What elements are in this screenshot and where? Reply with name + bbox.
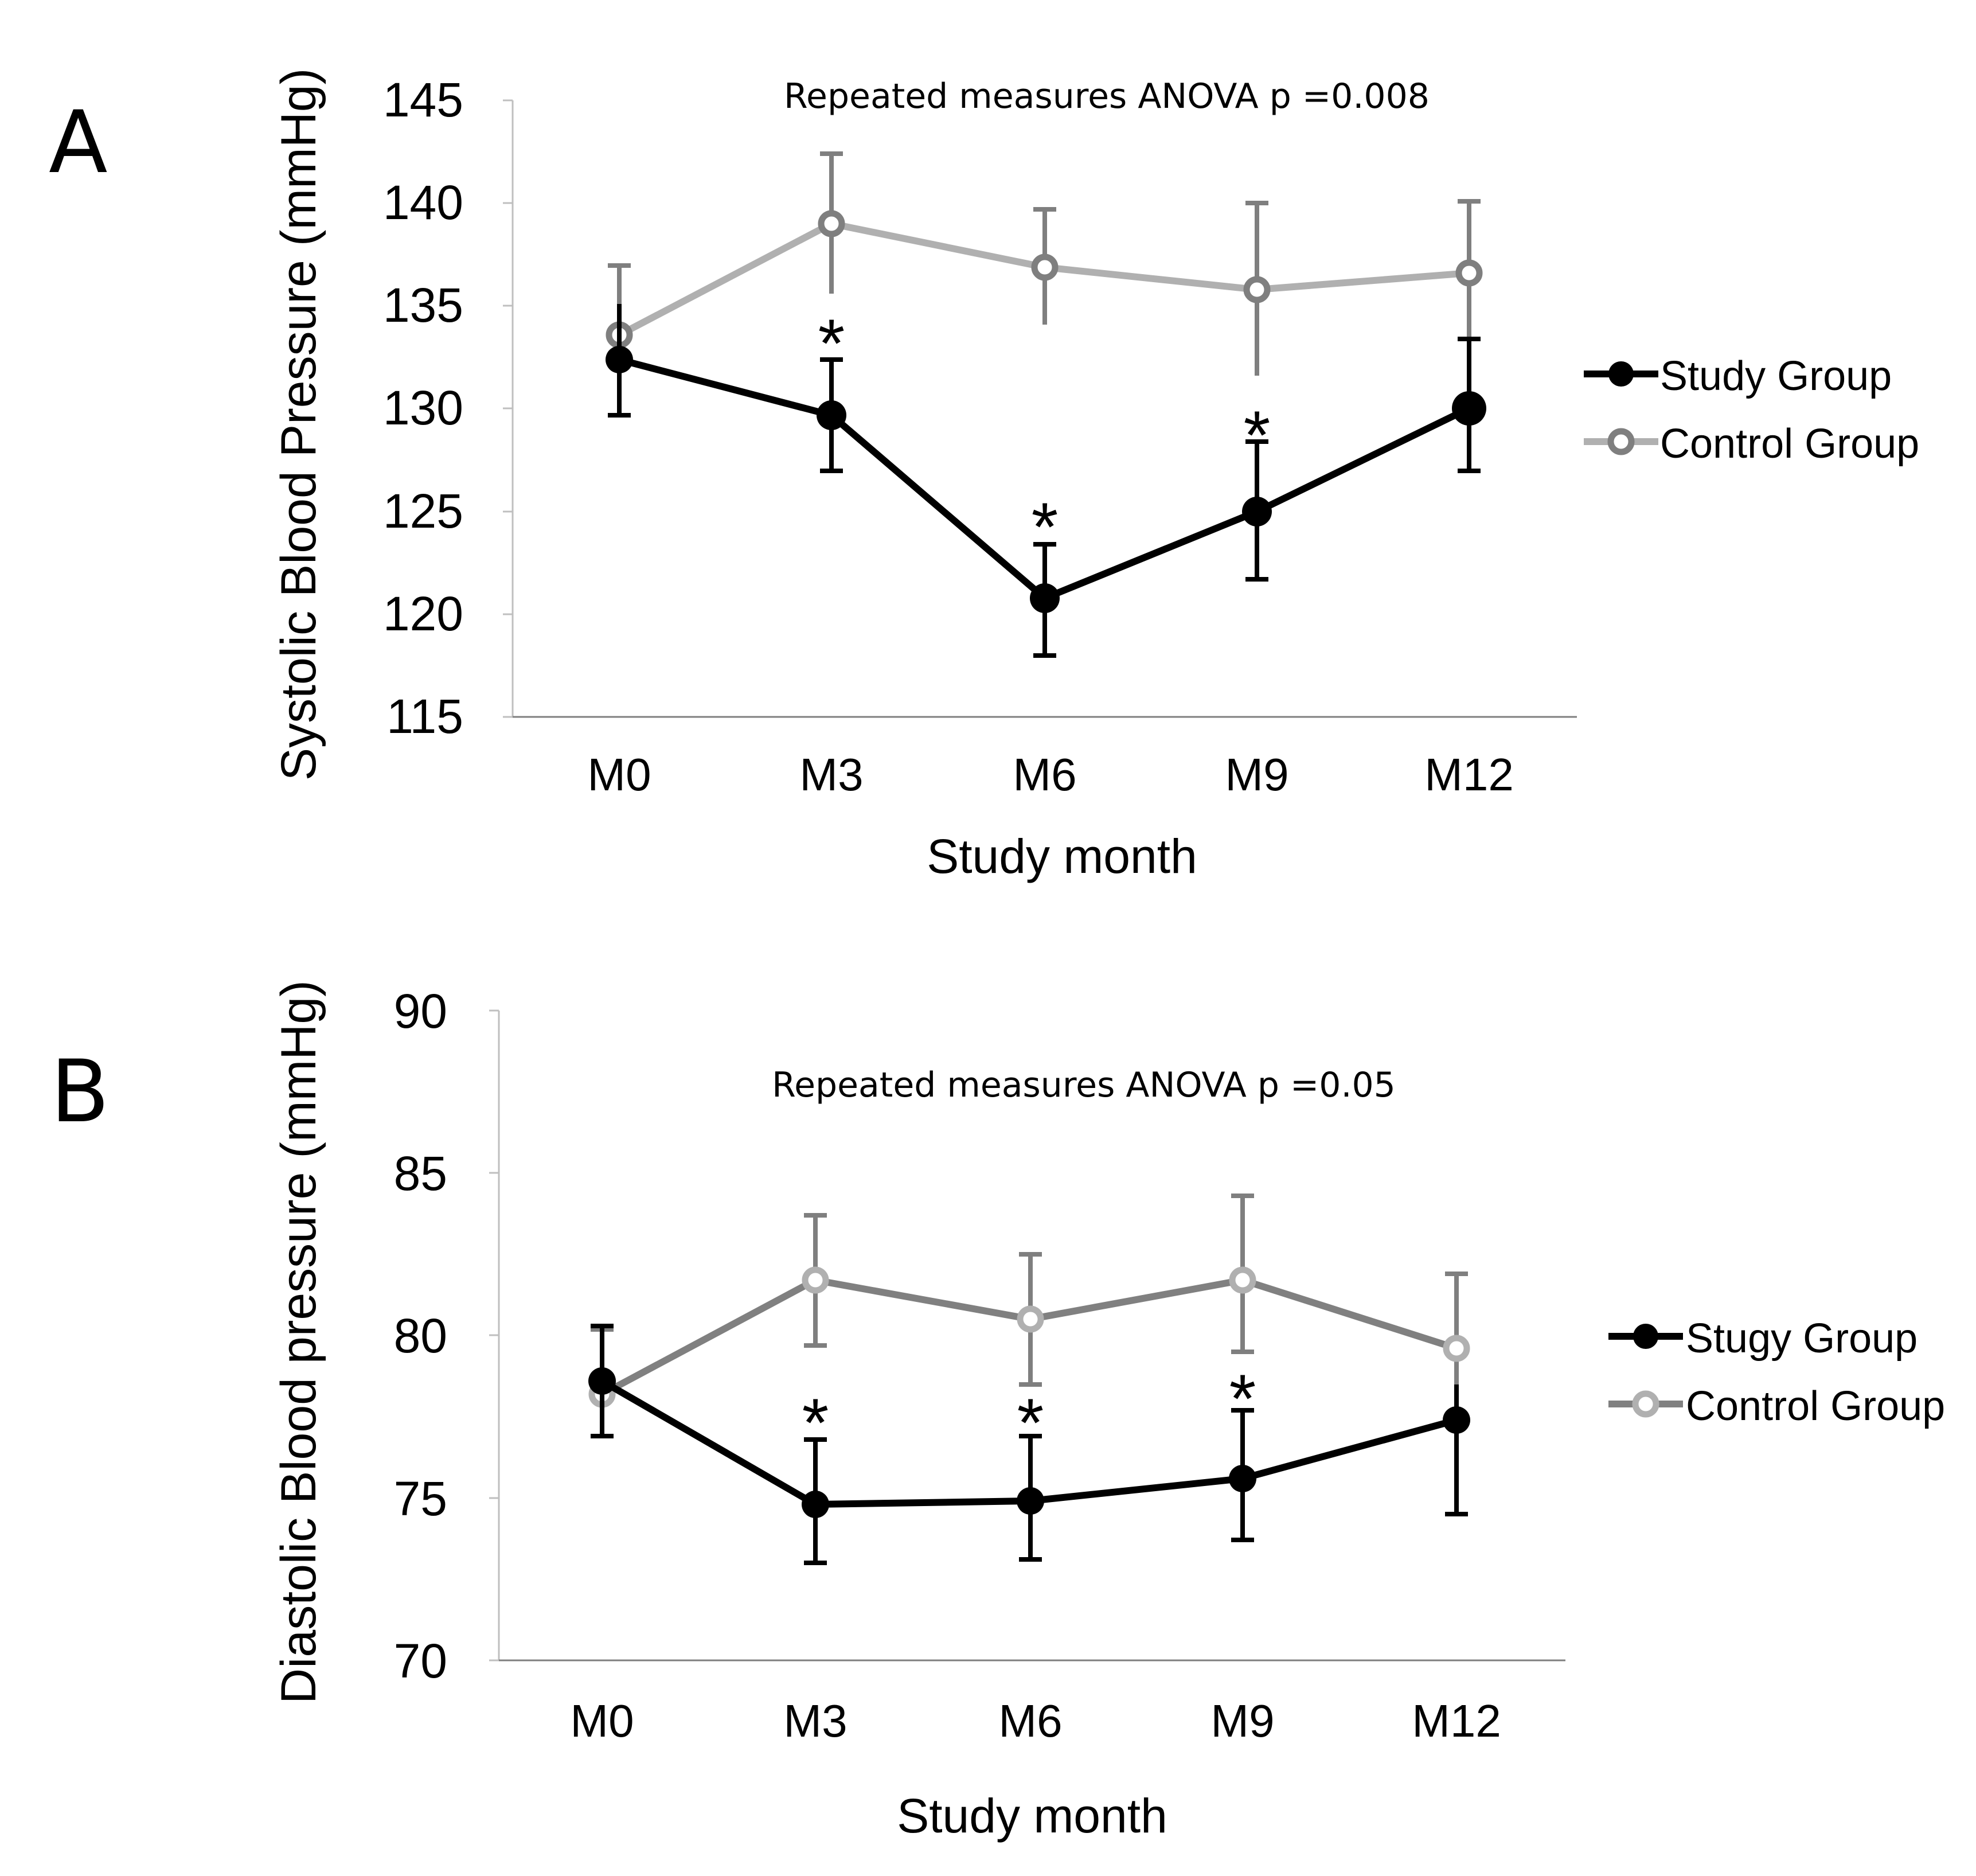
panel-b-anova-annotation: Repeated measures ANOVA p =0.05 [772, 1065, 1396, 1105]
panel-b-x-axis-title: Study month [897, 1789, 1167, 1843]
panel-b-legend-study-label: Stugy Group [1686, 1316, 1918, 1362]
panel-b-significance-asterisk: * [802, 1384, 829, 1461]
panel-b-y-tick-label: 75 [394, 1472, 447, 1526]
panel-b-study-series [588, 1324, 1470, 1565]
panel-a-legend-control-swatch-marker [1607, 428, 1635, 455]
panel-b-study-marker [1017, 1487, 1044, 1515]
panel-b-significance-asterisk: * [1017, 1384, 1044, 1461]
panel-b-legend-control-swatch-marker [1632, 1390, 1659, 1418]
panel-a-x-tick-label: M3 [799, 749, 863, 800]
panel-b-x-tick-label: M12 [1412, 1695, 1501, 1746]
panel-b-legend-item-study: Stugy Group [1608, 1316, 1918, 1362]
panel-a-study-series [606, 304, 1486, 658]
panel-a: A Systolic Blood Pressure (mmHg) 145 140… [49, 68, 1919, 883]
panel-a-y-tick-label: 120 [383, 587, 463, 641]
panel-b-legend: Stugy Group Control Group [1608, 1316, 1945, 1429]
panel-b-legend-control-label: Control Group [1686, 1383, 1945, 1429]
panel-a-control-marker [1455, 259, 1483, 287]
panel-a-y-tick-label: 145 [383, 73, 463, 127]
panel-b-y-tick-label: 90 [394, 984, 447, 1038]
panel-b-control-marker [1229, 1266, 1256, 1294]
panel-a-study-marker [1242, 497, 1272, 526]
panel-a-axes [503, 99, 1577, 718]
panel-b-significance-markers: * * * [802, 1360, 1256, 1461]
panel-a-legend-study-label: Study Group [1660, 353, 1892, 399]
panel-b-x-tick-label: M0 [570, 1695, 634, 1746]
panel-a-y-tick-label: 130 [383, 381, 463, 435]
panel-b-label: B [50, 1042, 110, 1142]
panel-b-x-tick-label: M9 [1210, 1695, 1274, 1746]
panel-b-control-series [588, 1194, 1470, 1408]
panel-b: B Diastolic Blood pressure (mmHg) 90 85 … [50, 980, 1945, 1843]
panel-a-study-marker [817, 400, 846, 430]
panel-b-legend-study-swatch-marker [1633, 1324, 1658, 1349]
panel-a-study-marker [1452, 391, 1486, 426]
panel-b-y-tick-label: 80 [394, 1309, 447, 1363]
panel-a-significance-asterisk: * [1244, 397, 1271, 474]
panel-b-control-marker [802, 1266, 829, 1294]
panel-b-control-marker [1443, 1335, 1470, 1362]
panel-a-y-tick-labels: 145 140 135 130 125 120 115 [383, 73, 463, 743]
panel-a-legend-control-label: Control Group [1660, 421, 1919, 467]
panel-a-significance-asterisk: * [818, 305, 845, 382]
panel-b-legend-item-control: Control Group [1608, 1383, 1945, 1429]
panel-a-legend-study-swatch-marker [1608, 361, 1634, 387]
panel-a-x-tick-label: M9 [1225, 749, 1288, 800]
panel-b-study-marker [1443, 1406, 1470, 1434]
panel-b-study-marker [802, 1491, 829, 1518]
panel-a-y-tick-label: 140 [383, 175, 463, 229]
panel-a-y-tick-label: 115 [386, 689, 463, 743]
panel-b-study-marker [1229, 1465, 1256, 1492]
panel-b-y-tick-labels: 90 85 80 75 70 [394, 984, 447, 1688]
panel-a-legend-item-study: Study Group [1584, 353, 1892, 399]
panel-b-significance-asterisk: * [1229, 1360, 1256, 1437]
panel-b-study-marker [588, 1367, 616, 1395]
panel-b-y-axis-title: Diastolic Blood pressure (mmHg) [271, 980, 326, 1704]
panel-a-y-axis-title: Systolic Blood Pressure (mmHg) [271, 68, 326, 781]
panel-a-control-marker [1243, 276, 1271, 303]
panel-a-control-series [606, 151, 1483, 401]
panel-a-y-tick-label: 135 [383, 278, 463, 332]
panel-a-x-tick-label: M12 [1424, 749, 1514, 800]
panel-a-y-tick-label: 125 [383, 484, 463, 538]
panel-b-x-tick-labels: M0 M3 M6 M9 M12 [570, 1695, 1501, 1746]
panel-a-study-marker [1030, 583, 1060, 613]
panel-b-axes [489, 1009, 1565, 1662]
panel-b-y-tick-label: 70 [394, 1634, 447, 1688]
panel-a-control-marker [818, 210, 845, 237]
panel-b-x-tick-label: M6 [998, 1695, 1062, 1746]
panel-a-x-axis-title: Study month [927, 829, 1197, 883]
panel-a-x-tick-label: M6 [1013, 749, 1076, 800]
panel-a-x-tick-labels: M0 M3 M6 M9 M12 [587, 749, 1513, 800]
panel-b-control-marker [1017, 1305, 1044, 1333]
panel-b-y-tick-label: 85 [394, 1146, 447, 1200]
panel-a-legend: Study Group Control Group [1584, 353, 1919, 467]
panel-a-study-marker [606, 346, 633, 373]
panel-a-legend-item-control: Control Group [1584, 421, 1919, 467]
panel-a-significance-asterisk: * [1032, 489, 1059, 565]
panel-a-anova-annotation: Repeated measures ANOVA p =0.008 [784, 76, 1430, 116]
panel-a-x-tick-label: M0 [587, 749, 651, 800]
panel-b-x-tick-label: M3 [783, 1695, 847, 1746]
panel-a-label: A [49, 93, 108, 193]
panel-a-significance-markers: * * * [818, 305, 1271, 565]
panel-a-control-marker [1031, 253, 1059, 281]
